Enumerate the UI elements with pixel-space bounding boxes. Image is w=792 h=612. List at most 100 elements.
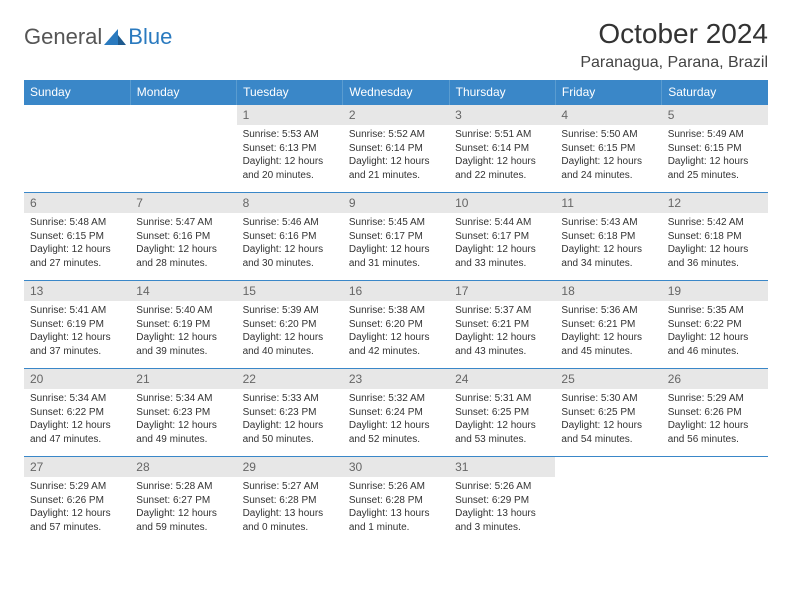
day-details: Sunrise: 5:42 AMSunset: 6:18 PMDaylight:… [662, 213, 768, 273]
calendar-week-row: 6Sunrise: 5:48 AMSunset: 6:15 PMDaylight… [24, 193, 768, 281]
calendar-cell: 5Sunrise: 5:49 AMSunset: 6:15 PMDaylight… [662, 105, 768, 193]
day-number: 31 [449, 457, 555, 477]
header: General Blue October 2024 Paranagua, Par… [24, 18, 768, 72]
calendar-cell [555, 457, 661, 545]
day-number: 12 [662, 193, 768, 213]
day-number: 22 [237, 369, 343, 389]
calendar-cell: 21Sunrise: 5:34 AMSunset: 6:23 PMDayligh… [130, 369, 236, 457]
day-details: Sunrise: 5:41 AMSunset: 6:19 PMDaylight:… [24, 301, 130, 361]
calendar-cell: 24Sunrise: 5:31 AMSunset: 6:25 PMDayligh… [449, 369, 555, 457]
calendar-cell: 1Sunrise: 5:53 AMSunset: 6:13 PMDaylight… [237, 105, 343, 193]
calendar-cell: 25Sunrise: 5:30 AMSunset: 6:25 PMDayligh… [555, 369, 661, 457]
day-number: 27 [24, 457, 130, 477]
calendar-cell: 27Sunrise: 5:29 AMSunset: 6:26 PMDayligh… [24, 457, 130, 545]
month-title: October 2024 [580, 18, 768, 50]
location: Paranagua, Parana, Brazil [580, 54, 768, 72]
calendar-body: 1Sunrise: 5:53 AMSunset: 6:13 PMDaylight… [24, 105, 768, 545]
day-details: Sunrise: 5:31 AMSunset: 6:25 PMDaylight:… [449, 389, 555, 449]
day-details: Sunrise: 5:40 AMSunset: 6:19 PMDaylight:… [130, 301, 236, 361]
day-details: Sunrise: 5:35 AMSunset: 6:22 PMDaylight:… [662, 301, 768, 361]
calendar-cell: 3Sunrise: 5:51 AMSunset: 6:14 PMDaylight… [449, 105, 555, 193]
calendar-cell: 17Sunrise: 5:37 AMSunset: 6:21 PMDayligh… [449, 281, 555, 369]
day-details: Sunrise: 5:26 AMSunset: 6:29 PMDaylight:… [449, 477, 555, 537]
day-details: Sunrise: 5:36 AMSunset: 6:21 PMDaylight:… [555, 301, 661, 361]
day-number: 2 [343, 105, 449, 125]
calendar-cell: 29Sunrise: 5:27 AMSunset: 6:28 PMDayligh… [237, 457, 343, 545]
weekday-header: Wednesday [343, 80, 449, 105]
calendar-cell [662, 457, 768, 545]
calendar-cell: 2Sunrise: 5:52 AMSunset: 6:14 PMDaylight… [343, 105, 449, 193]
day-number: 1 [237, 105, 343, 125]
day-details: Sunrise: 5:50 AMSunset: 6:15 PMDaylight:… [555, 125, 661, 185]
day-details: Sunrise: 5:37 AMSunset: 6:21 PMDaylight:… [449, 301, 555, 361]
calendar-cell: 20Sunrise: 5:34 AMSunset: 6:22 PMDayligh… [24, 369, 130, 457]
day-details: Sunrise: 5:52 AMSunset: 6:14 PMDaylight:… [343, 125, 449, 185]
day-number: 25 [555, 369, 661, 389]
calendar-week-row: 13Sunrise: 5:41 AMSunset: 6:19 PMDayligh… [24, 281, 768, 369]
day-number: 8 [237, 193, 343, 213]
day-number: 15 [237, 281, 343, 301]
calendar-table: SundayMondayTuesdayWednesdayThursdayFrid… [24, 80, 768, 545]
day-details: Sunrise: 5:43 AMSunset: 6:18 PMDaylight:… [555, 213, 661, 273]
day-number: 18 [555, 281, 661, 301]
calendar-cell: 19Sunrise: 5:35 AMSunset: 6:22 PMDayligh… [662, 281, 768, 369]
day-number: 16 [343, 281, 449, 301]
day-details: Sunrise: 5:27 AMSunset: 6:28 PMDaylight:… [237, 477, 343, 537]
weekday-header: Saturday [662, 80, 768, 105]
title-block: October 2024 Paranagua, Parana, Brazil [580, 18, 768, 72]
day-details: Sunrise: 5:29 AMSunset: 6:26 PMDaylight:… [662, 389, 768, 449]
day-number: 13 [24, 281, 130, 301]
calendar-cell: 14Sunrise: 5:40 AMSunset: 6:19 PMDayligh… [130, 281, 236, 369]
day-details: Sunrise: 5:49 AMSunset: 6:15 PMDaylight:… [662, 125, 768, 185]
day-details: Sunrise: 5:29 AMSunset: 6:26 PMDaylight:… [24, 477, 130, 537]
calendar-cell: 30Sunrise: 5:26 AMSunset: 6:28 PMDayligh… [343, 457, 449, 545]
day-number: 14 [130, 281, 236, 301]
day-number: 6 [24, 193, 130, 213]
logo-text-general: General [24, 24, 102, 50]
calendar-cell: 4Sunrise: 5:50 AMSunset: 6:15 PMDaylight… [555, 105, 661, 193]
day-details: Sunrise: 5:48 AMSunset: 6:15 PMDaylight:… [24, 213, 130, 273]
calendar-cell: 9Sunrise: 5:45 AMSunset: 6:17 PMDaylight… [343, 193, 449, 281]
day-details: Sunrise: 5:51 AMSunset: 6:14 PMDaylight:… [449, 125, 555, 185]
day-details: Sunrise: 5:34 AMSunset: 6:23 PMDaylight:… [130, 389, 236, 449]
weekday-header: Sunday [24, 80, 130, 105]
day-details: Sunrise: 5:34 AMSunset: 6:22 PMDaylight:… [24, 389, 130, 449]
day-details: Sunrise: 5:28 AMSunset: 6:27 PMDaylight:… [130, 477, 236, 537]
day-details: Sunrise: 5:45 AMSunset: 6:17 PMDaylight:… [343, 213, 449, 273]
day-number: 17 [449, 281, 555, 301]
calendar-cell: 10Sunrise: 5:44 AMSunset: 6:17 PMDayligh… [449, 193, 555, 281]
calendar-cell: 13Sunrise: 5:41 AMSunset: 6:19 PMDayligh… [24, 281, 130, 369]
day-number: 20 [24, 369, 130, 389]
day-details: Sunrise: 5:46 AMSunset: 6:16 PMDaylight:… [237, 213, 343, 273]
day-details: Sunrise: 5:47 AMSunset: 6:16 PMDaylight:… [130, 213, 236, 273]
day-number: 5 [662, 105, 768, 125]
day-details: Sunrise: 5:39 AMSunset: 6:20 PMDaylight:… [237, 301, 343, 361]
calendar-cell: 22Sunrise: 5:33 AMSunset: 6:23 PMDayligh… [237, 369, 343, 457]
calendar-cell: 12Sunrise: 5:42 AMSunset: 6:18 PMDayligh… [662, 193, 768, 281]
day-number: 24 [449, 369, 555, 389]
weekday-header-row: SundayMondayTuesdayWednesdayThursdayFrid… [24, 80, 768, 105]
calendar-cell: 6Sunrise: 5:48 AMSunset: 6:15 PMDaylight… [24, 193, 130, 281]
day-number: 19 [662, 281, 768, 301]
calendar-cell: 18Sunrise: 5:36 AMSunset: 6:21 PMDayligh… [555, 281, 661, 369]
day-number: 4 [555, 105, 661, 125]
day-number: 30 [343, 457, 449, 477]
day-number: 10 [449, 193, 555, 213]
day-number: 9 [343, 193, 449, 213]
weekday-header: Monday [130, 80, 236, 105]
day-number: 3 [449, 105, 555, 125]
calendar-cell: 31Sunrise: 5:26 AMSunset: 6:29 PMDayligh… [449, 457, 555, 545]
calendar-cell: 11Sunrise: 5:43 AMSunset: 6:18 PMDayligh… [555, 193, 661, 281]
calendar-cell: 26Sunrise: 5:29 AMSunset: 6:26 PMDayligh… [662, 369, 768, 457]
day-details: Sunrise: 5:30 AMSunset: 6:25 PMDaylight:… [555, 389, 661, 449]
day-number: 29 [237, 457, 343, 477]
day-number: 7 [130, 193, 236, 213]
day-number: 28 [130, 457, 236, 477]
logo-triangle-icon [104, 29, 126, 45]
day-details: Sunrise: 5:38 AMSunset: 6:20 PMDaylight:… [343, 301, 449, 361]
day-details: Sunrise: 5:53 AMSunset: 6:13 PMDaylight:… [237, 125, 343, 185]
day-number: 21 [130, 369, 236, 389]
calendar-cell: 23Sunrise: 5:32 AMSunset: 6:24 PMDayligh… [343, 369, 449, 457]
weekday-header: Thursday [449, 80, 555, 105]
day-details: Sunrise: 5:26 AMSunset: 6:28 PMDaylight:… [343, 477, 449, 537]
